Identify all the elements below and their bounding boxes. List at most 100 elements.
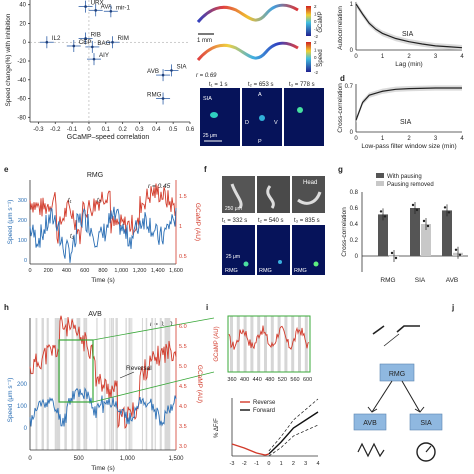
panel-i-reverse-line — [231, 443, 270, 456]
g-dot — [422, 219, 426, 223]
a-point-label: SIA — [176, 63, 187, 70]
a-ytick-label: -40 — [17, 78, 26, 84]
panel-e-t2: t₂ — [70, 234, 75, 240]
panel-h-gcamp-trace — [29, 315, 177, 429]
x-tick-label: 2 — [407, 54, 411, 60]
h-reversal-stripe — [145, 318, 148, 450]
g-dot — [411, 203, 415, 207]
h-yright-tick: 5.5 — [179, 344, 187, 350]
panel-c-ticks: 0 1 2 3 4 1 0 — [350, 2, 465, 60]
e-yright-tick: 1 — [179, 224, 182, 230]
panel-h-avb-trace: h AVB r = 0.70 Reversal 05001,0001,50020… — [4, 303, 215, 472]
a-point — [111, 40, 114, 44]
i-bottom-xtick: 4 — [316, 461, 319, 467]
panel-i-zoom-frame — [227, 315, 311, 373]
a-ytick-label: 0 — [23, 40, 27, 46]
h-reversal-stripe — [64, 318, 67, 450]
y-tick-label: 1 — [350, 2, 354, 8]
g-bar — [410, 208, 420, 256]
time-label-t1: t₁ = 1 s — [209, 82, 228, 88]
node-rmg-label: RMG — [389, 371, 405, 378]
colorbar-tick-label: -2 — [314, 70, 318, 75]
panel-c-y-label: Autocorrelation — [337, 6, 344, 50]
a-point-label: mir-1 — [116, 4, 131, 11]
e-xtick-label: 600 — [80, 268, 89, 274]
e-xtick-label: 200 — [44, 268, 53, 274]
panel-d-letter: d — [340, 74, 345, 83]
img-label-a: A — [258, 92, 262, 98]
trajectory-gcamp — [196, 3, 299, 23]
e-xtick-label: 400 — [62, 268, 71, 274]
img-label-p: P — [258, 139, 262, 145]
panel-f-t2: t₂ = 540 s — [258, 218, 284, 224]
a-ytick-label: -60 — [17, 97, 26, 103]
panel-g-bar-chart: g With pausing Pausing removed RMG SIA AVB… — [338, 165, 468, 284]
colorbar-tick-label: 0 — [314, 19, 317, 24]
img-label-d: D — [245, 120, 249, 126]
h-reversal-stripe — [131, 318, 133, 450]
colorbar-speed — [306, 42, 311, 72]
panel-f-fluor-1 — [222, 225, 255, 275]
h-xtick-label: 500 — [74, 456, 85, 462]
g-bar — [378, 214, 388, 256]
g-ytick-label: 0.6 — [350, 206, 359, 212]
h-reversal-stripe — [128, 318, 131, 450]
i-xtick-label: 400 — [240, 377, 249, 383]
a-xtick-label: 0.6 — [186, 127, 195, 133]
i-xtick-label: 560 — [290, 377, 299, 383]
panel-d-line — [355, 87, 462, 121]
y-tick-label: 0 — [350, 48, 354, 54]
trajectory-speed — [196, 41, 299, 61]
time-label-t3: t₃ = 778 s — [289, 82, 315, 88]
panel-i-forward-line — [268, 411, 319, 455]
h-reversal-stripe — [56, 318, 59, 450]
g-dot — [443, 206, 447, 209]
e-xtick-label: 1,600 — [169, 268, 183, 274]
h-yright-tick: 4.0 — [179, 404, 187, 410]
g-dot — [415, 208, 419, 212]
i-stripe — [236, 316, 240, 372]
g-ytick-label: 0.4 — [350, 222, 359, 228]
h-yleft-tick: 100 — [17, 404, 28, 410]
a-point — [170, 69, 173, 72]
a-xtick-label: 0.1 — [102, 127, 111, 133]
edge-rmg-avb — [371, 380, 393, 413]
a-point-label: AIY — [99, 52, 109, 59]
panel-c-series-label: SIA — [402, 31, 414, 38]
x-tick-label: 3 — [434, 54, 438, 60]
i-bottom-xtick: 0 — [267, 461, 270, 467]
e-yleft-tick: 200 — [18, 218, 27, 224]
e-yleft-tick: 300 — [18, 198, 27, 204]
g-dot — [454, 248, 458, 251]
panel-a-x-ticks: -0.3 -0.2 -0.1 0 0.1 0.2 0.3 0.4 0.5 0.6 — [33, 122, 195, 133]
colorbar-tick-label: 0 — [314, 55, 317, 60]
panel-h-ticks: 0 500 1,000 1,500 200 100 0 6.0 5.5 5.0 4.5 4.0 3.5 3… — [17, 324, 187, 462]
a-xtick-label: 0 — [87, 127, 91, 133]
panel-h-title: AVB — [88, 311, 102, 318]
panel-e-rmg-trace: e RMG r = 0.45 0 200 400 600 800 1,000 1,200 1,… — [4, 165, 201, 284]
h-reversal-stripe — [71, 318, 74, 450]
e-xtick-label: 0 — [28, 268, 31, 274]
i-stripe — [298, 316, 301, 372]
x-tick-label: 0 — [354, 136, 358, 142]
reversal-arrow — [119, 371, 135, 379]
panel-h-letter: h — [4, 303, 9, 312]
panel-g-ticks: 0.8 0.6 0.4 0.2 0 — [350, 190, 359, 260]
img-label-sia: SIA — [203, 96, 212, 102]
e-xtick-label: 1,000 — [114, 268, 128, 274]
h-yright-tick: 6.0 — [179, 324, 187, 330]
rmg-label-3: RMG — [294, 268, 307, 274]
panel-a-zero-lines — [30, 0, 190, 122]
x-tick-label: 4 — [460, 54, 464, 60]
a-point — [161, 73, 165, 77]
colorbar-tick-label: -1 — [314, 63, 318, 68]
panel-e-r-value: r = 0.45 — [148, 183, 171, 190]
panel-e-y-left: Speed (μm s⁻¹) — [7, 200, 14, 245]
h-reversal-stripe — [151, 318, 154, 450]
a-point-label: AVA — [101, 3, 113, 10]
panel-f-glow-2 — [278, 260, 282, 264]
panel-i-y-top: GCaMP (AU) — [214, 326, 220, 361]
